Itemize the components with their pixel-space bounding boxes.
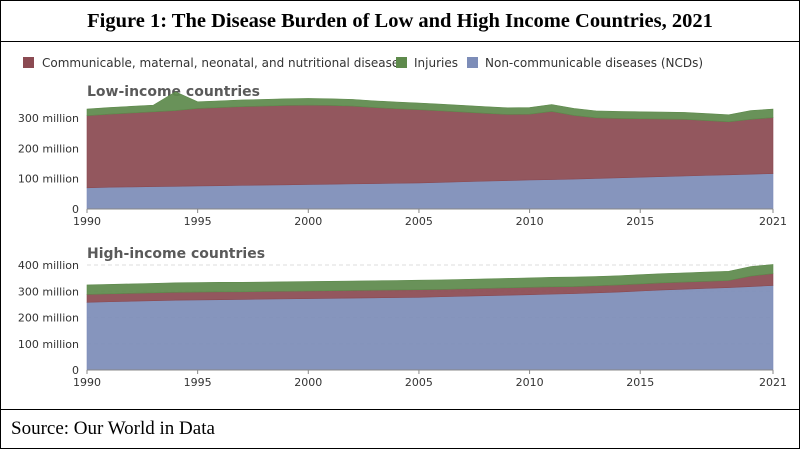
area-series-injuries — [86, 264, 774, 295]
x-tick-label: 2005 — [405, 215, 433, 228]
x-tick-label: 2015 — [626, 215, 654, 228]
x-tick-label: 1995 — [184, 215, 212, 228]
legend-label-injuries: Injuries — [414, 56, 458, 70]
low-income-chart: 0 100 million 200 million 300 million 1990 19… — [18, 91, 787, 228]
y-tick-label: 300 million — [18, 285, 79, 298]
legend-swatch-communicable — [23, 57, 34, 68]
legend: Communicable, maternal, neonatal, and nu… — [23, 56, 703, 70]
disease-burden-charts: Communicable, maternal, neonatal, and nu… — [18, 56, 787, 389]
x-tick-label: 1995 — [184, 376, 212, 389]
y-tick-label: 300 million — [18, 112, 79, 125]
y-tick-label: 0 — [72, 364, 79, 377]
high-income-chart-title: High-income countries — [87, 246, 265, 262]
x-tick-label: 2021 — [759, 376, 787, 389]
x-tick-label: 2000 — [294, 215, 322, 228]
x-tick-label: 2015 — [626, 376, 654, 389]
x-tick-label: 2010 — [516, 376, 544, 389]
legend-swatch-ncd — [467, 57, 478, 68]
y-tick-label: 100 million — [18, 173, 79, 186]
x-tick-label: 2005 — [405, 376, 433, 389]
x-tick-label: 1990 — [73, 215, 101, 228]
y-tick-label: 200 million — [18, 312, 79, 325]
y-tick-label: 100 million — [18, 338, 79, 351]
legend-label-ncd: Non-communicable diseases (NCDs) — [485, 56, 703, 70]
x-tick-label: 2000 — [294, 376, 322, 389]
source-note: Source: Our World in Data — [1, 409, 799, 448]
area-series-injuries — [86, 91, 774, 123]
y-tick-label: 0 — [72, 203, 79, 216]
x-tick-label: 2021 — [759, 215, 787, 228]
legend-label-communicable: Communicable, maternal, neonatal, and nu… — [42, 56, 406, 70]
y-tick-label: 200 million — [18, 142, 79, 155]
y-tick-label: 400 million — [18, 259, 79, 272]
x-tick-label: 1990 — [73, 376, 101, 389]
legend-swatch-injuries — [396, 57, 407, 68]
x-tick-label: 2010 — [516, 215, 544, 228]
figure-title: Figure 1: The Disease Burden of Low and … — [1, 1, 799, 42]
high-income-chart: 0 100 million 200 million 300 million 400 mi… — [18, 259, 787, 389]
low-income-chart-title: Low-income countries — [87, 84, 260, 100]
